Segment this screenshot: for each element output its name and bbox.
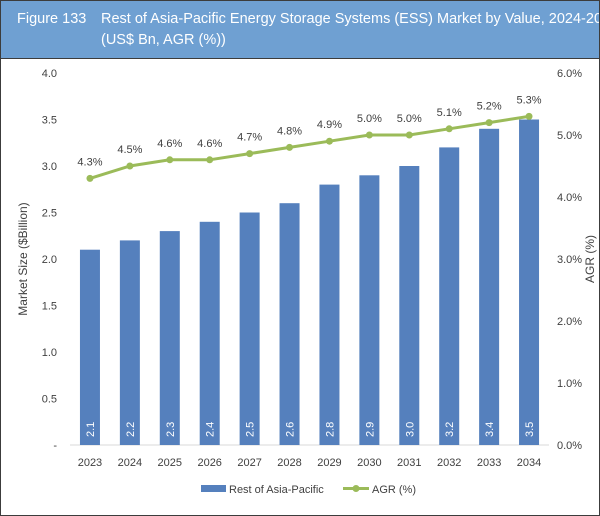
bar — [119, 240, 140, 445]
agr-data-label: 5.2% — [477, 101, 502, 113]
bar — [199, 221, 220, 445]
chart-title: Rest of Asia-Pacific Energy Storage Syst… — [101, 11, 600, 27]
y2-tick-label: 4.0% — [557, 192, 582, 204]
y-tick-label: 3.5 — [42, 115, 57, 127]
y2-tick-label: 6.0% — [557, 68, 582, 80]
bar-data-label: 3.4 — [484, 422, 496, 437]
x-tick-label: 2031 — [397, 457, 421, 469]
agr-point — [525, 112, 533, 120]
agr-line — [89, 114, 530, 180]
y-tick-label: 4.0 — [42, 68, 57, 80]
y-tick-label: 2.5 — [42, 208, 57, 220]
agr-point — [206, 156, 214, 164]
agr-data-label: 4.3% — [77, 156, 102, 168]
legend-line-label: AGR (%) — [372, 484, 416, 496]
agr-point — [485, 119, 493, 127]
chart-subtitle: (US$ Bn, AGR (%)) — [101, 32, 226, 48]
y-tick-label: 2.0 — [42, 254, 57, 266]
agr-point — [365, 131, 373, 139]
y-tick-label: 1.0 — [42, 347, 57, 359]
agr-data-label: 5.3% — [517, 94, 542, 106]
bar — [519, 119, 540, 445]
y-tick-label: 1.5 — [42, 301, 57, 313]
agr-data-label: 4.8% — [277, 125, 302, 137]
agr-point — [246, 150, 254, 158]
x-tick-label: 2023 — [78, 457, 102, 469]
bar-data-label: 2.1 — [85, 422, 97, 437]
bar — [319, 184, 340, 445]
legend-bar-swatch — [201, 485, 226, 492]
agr-point — [86, 174, 94, 182]
bar — [159, 231, 180, 445]
legend-line-marker — [352, 485, 360, 492]
y2-tick-label: 0.0% — [557, 440, 582, 452]
x-tick-label: 2028 — [277, 457, 301, 469]
title-bar: Figure 133 Rest of Asia-Pacific Energy S… — [1, 1, 599, 59]
bar-data-label: 2.2 — [125, 422, 137, 437]
x-tick-label: 2026 — [197, 457, 221, 469]
bar — [479, 128, 500, 446]
bar — [279, 203, 300, 445]
legend-bar-label: Rest of Asia-Pacific — [229, 484, 324, 496]
figure-label: Figure 133 — [17, 11, 87, 27]
agr-point — [126, 162, 134, 170]
x-tick-label: 2032 — [437, 457, 461, 469]
y-axis-title: Market Size ($Billion) — [16, 202, 30, 315]
y-tick-label: - — [53, 440, 57, 452]
bar — [79, 249, 100, 445]
agr-data-label: 4.6% — [157, 138, 182, 150]
agr-point — [405, 131, 413, 139]
bar — [359, 175, 380, 446]
bar-data-label: 3.2 — [444, 422, 456, 437]
x-tick-label: 2029 — [317, 457, 341, 469]
y2-axis-title: AGR (%) — [583, 235, 597, 283]
agr-data-label: 5.0% — [357, 113, 382, 125]
agr-data-label: 4.9% — [317, 119, 342, 131]
x-tick-label: 2034 — [517, 457, 541, 469]
bar-data-label: 3.0 — [404, 422, 416, 437]
y2-tick-label: 1.0% — [557, 378, 582, 390]
bar-data-label: 2.3 — [165, 422, 177, 437]
y2-tick-label: 2.0% — [557, 316, 582, 328]
bar-data-label: 2.4 — [205, 422, 217, 437]
y-tick-label: 3.0 — [42, 161, 57, 173]
agr-data-label: 4.6% — [197, 138, 222, 150]
x-tick-label: 2025 — [158, 457, 182, 469]
agr-data-label: 5.0% — [397, 113, 422, 125]
bar-data-label: 2.9 — [364, 422, 376, 437]
bar — [399, 166, 420, 445]
y2-tick-label: 3.0% — [557, 254, 582, 266]
bar-data-label: 2.6 — [285, 422, 297, 437]
x-tick-label: 2033 — [477, 457, 501, 469]
agr-point — [325, 137, 333, 145]
x-tick-label: 2030 — [357, 457, 381, 469]
agr-point — [286, 143, 294, 151]
bar — [239, 212, 260, 445]
x-tick-label: 2024 — [118, 457, 142, 469]
y-tick-label: 0.5 — [42, 394, 57, 406]
bar-data-label: 2.8 — [324, 422, 336, 437]
y2-tick-label: 5.0% — [557, 130, 582, 142]
x-tick-label: 2027 — [237, 457, 261, 469]
agr-data-label: 4.5% — [117, 144, 142, 156]
bar-data-label: 3.5 — [524, 422, 536, 437]
agr-point — [445, 125, 453, 133]
bar-data-label: 2.5 — [245, 422, 257, 437]
agr-data-label: 4.7% — [237, 132, 262, 144]
bar — [439, 147, 460, 445]
agr-data-label: 5.1% — [437, 107, 462, 119]
agr-point — [166, 156, 174, 164]
